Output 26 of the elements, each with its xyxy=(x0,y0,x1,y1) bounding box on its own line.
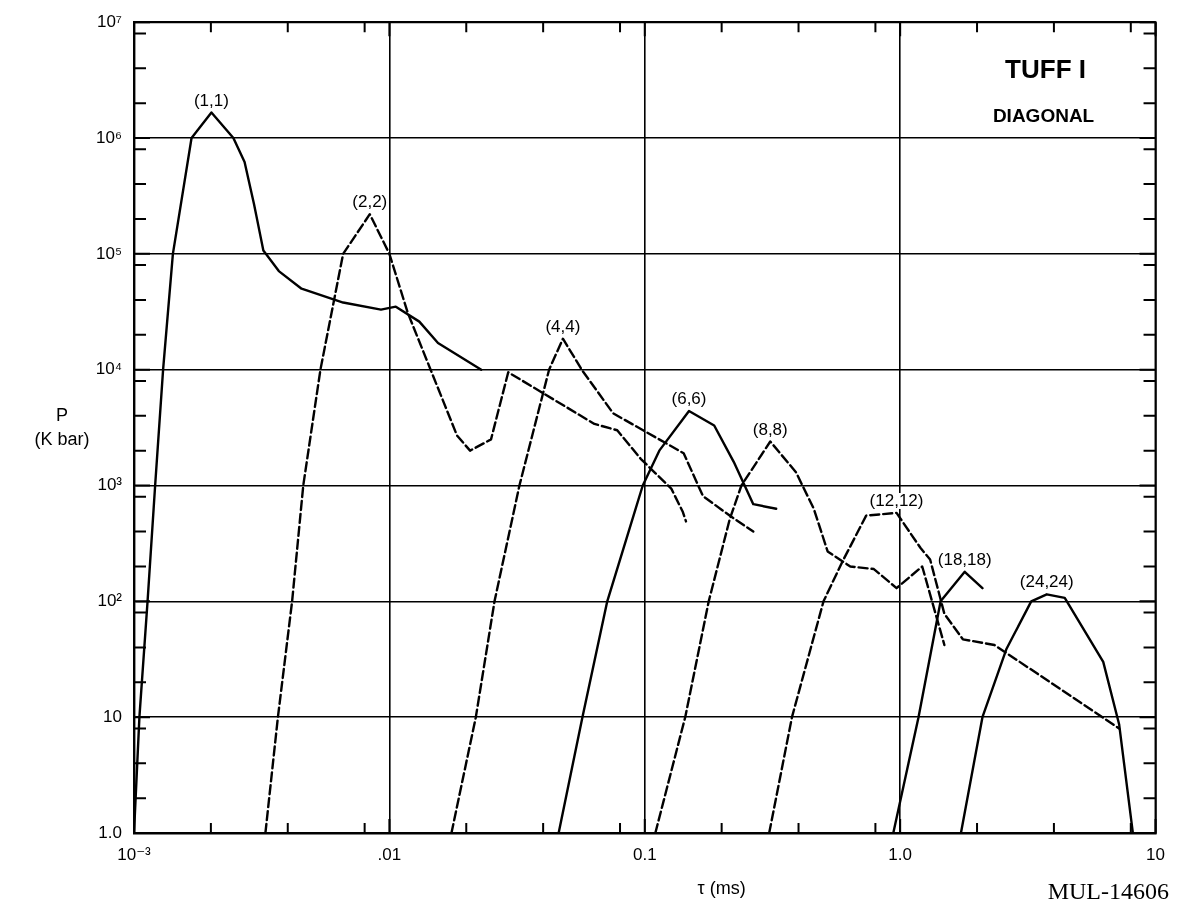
x-axis-title: τ (ms) xyxy=(697,877,746,898)
y-tick-label: 10² xyxy=(97,591,123,611)
text: DIAGONAL xyxy=(992,104,1095,126)
series-label: (8,8) xyxy=(752,419,788,439)
x-tick-label: 1.0 xyxy=(888,844,912,864)
x-tick-label: 10⁻³ xyxy=(117,844,152,864)
series-label: (24,24) xyxy=(1019,572,1074,592)
y-axis-title: P (K bar) xyxy=(34,404,90,449)
series-label: (4,4) xyxy=(545,316,581,336)
series-label: (6,6) xyxy=(671,389,707,409)
y-tick-label: 10⁴ xyxy=(95,359,122,379)
x-tick-label: 10 xyxy=(1146,844,1166,864)
x-tick-label: 0.1 xyxy=(632,844,657,864)
text: TUFF I xyxy=(1005,54,1086,85)
y-tick-label: 1.0 xyxy=(98,822,122,842)
y-tick-label: 10⁵ xyxy=(96,243,122,263)
x-tick-label: .01 xyxy=(377,844,402,864)
series-label: (1,1) xyxy=(193,90,229,110)
y-tick-label: 10⁶ xyxy=(96,127,122,147)
series-label: (2,2) xyxy=(352,192,388,212)
y-tick-label: 10³ xyxy=(97,475,123,495)
series-label: (18,18) xyxy=(937,549,992,569)
text: MUL-14606 xyxy=(1047,878,1169,905)
series-label: (12,12) xyxy=(869,491,924,511)
y-tick-label: 10 xyxy=(103,706,122,726)
y-tick-label: 10⁷ xyxy=(96,11,122,31)
